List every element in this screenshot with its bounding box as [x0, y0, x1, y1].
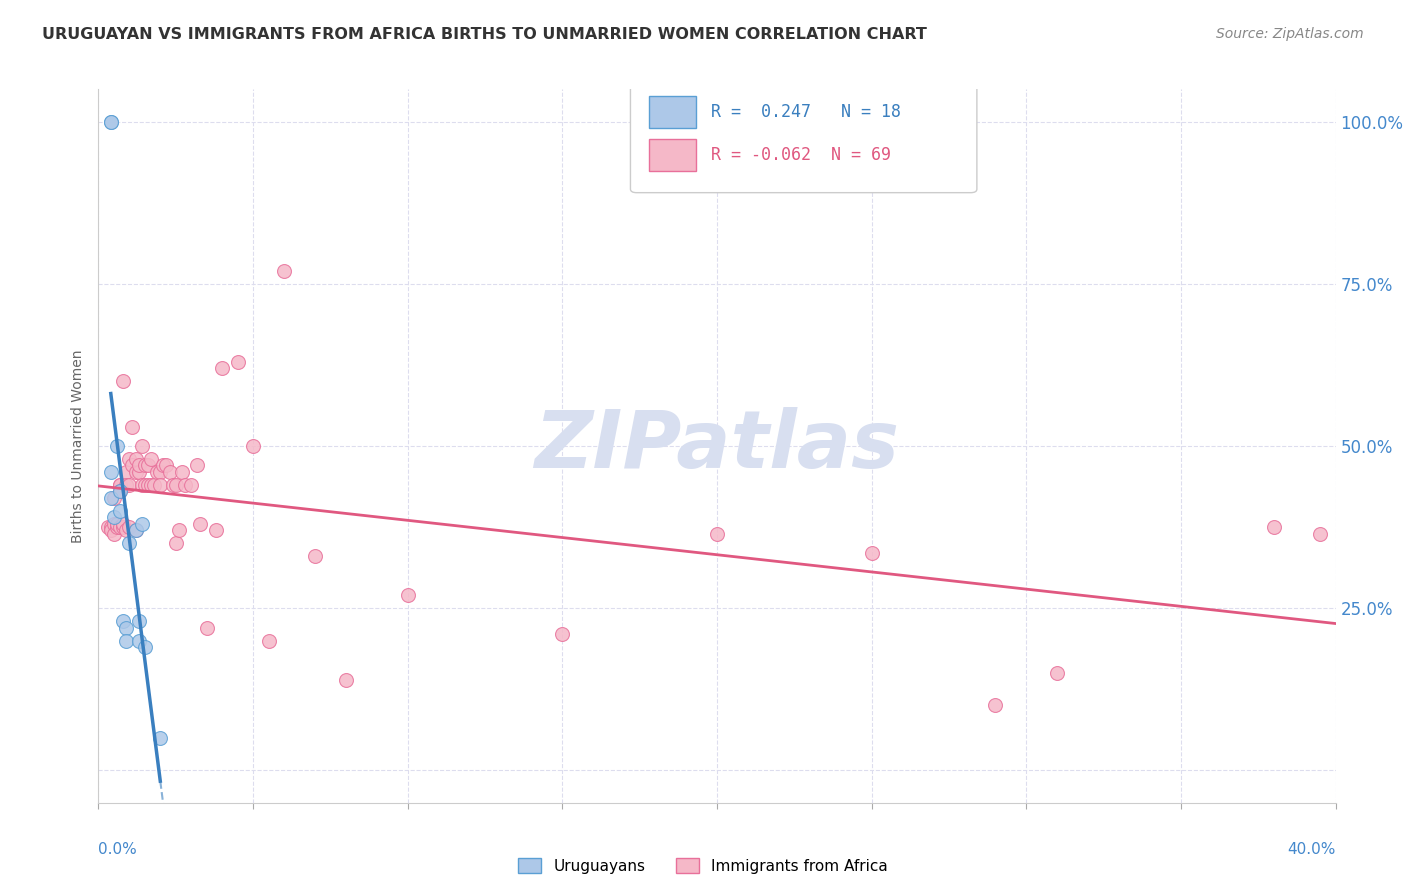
Point — [115, 478, 138, 492]
Point — [115, 465, 138, 479]
Point — [131, 516, 153, 531]
Point — [551, 627, 574, 641]
Point — [112, 520, 135, 534]
Point — [100, 114, 122, 128]
Point — [149, 478, 172, 492]
Point — [124, 524, 146, 538]
Text: 40.0%: 40.0% — [1288, 842, 1336, 857]
Point — [112, 374, 135, 388]
Point — [155, 458, 177, 473]
Point — [211, 361, 233, 376]
Point — [257, 633, 280, 648]
Point — [128, 458, 150, 473]
Point — [105, 516, 128, 531]
Point — [335, 673, 357, 687]
Bar — [650, 96, 696, 128]
Point — [149, 731, 172, 745]
Point — [118, 520, 141, 534]
Point — [1309, 526, 1331, 541]
Legend: Uruguayans, Immigrants from Africa: Uruguayans, Immigrants from Africa — [512, 852, 894, 880]
Point — [190, 516, 212, 531]
Point — [112, 516, 135, 531]
Point — [139, 478, 162, 492]
Point — [159, 465, 181, 479]
Point — [131, 439, 153, 453]
Text: Source: ZipAtlas.com: Source: ZipAtlas.com — [1216, 27, 1364, 41]
Point — [115, 621, 138, 635]
Point — [186, 458, 208, 473]
Point — [115, 633, 138, 648]
Point — [108, 484, 131, 499]
Point — [100, 491, 122, 505]
Point — [134, 640, 156, 654]
Point — [128, 614, 150, 628]
Text: ZIPatlas: ZIPatlas — [534, 407, 900, 485]
Point — [706, 526, 728, 541]
Point — [165, 536, 187, 550]
Point — [105, 439, 128, 453]
Point — [100, 524, 122, 538]
FancyBboxPatch shape — [630, 82, 977, 193]
Point — [273, 264, 295, 278]
Point — [195, 621, 218, 635]
Point — [124, 452, 146, 467]
Point — [143, 478, 166, 492]
Point — [162, 478, 184, 492]
Point — [103, 526, 125, 541]
Point — [134, 478, 156, 492]
Point — [128, 465, 150, 479]
Point — [100, 465, 122, 479]
Text: 0.0%: 0.0% — [98, 842, 138, 857]
Point — [167, 524, 190, 538]
Point — [146, 465, 169, 479]
Point — [170, 465, 193, 479]
Point — [115, 524, 138, 538]
Point — [118, 536, 141, 550]
Point — [242, 439, 264, 453]
Point — [103, 510, 125, 524]
Point — [226, 354, 249, 368]
Point — [103, 491, 125, 505]
Point — [108, 520, 131, 534]
Point — [139, 452, 162, 467]
Point — [100, 520, 122, 534]
Point — [180, 478, 202, 492]
Text: URUGUAYAN VS IMMIGRANTS FROM AFRICA BIRTHS TO UNMARRIED WOMEN CORRELATION CHART: URUGUAYAN VS IMMIGRANTS FROM AFRICA BIRT… — [42, 27, 927, 42]
Point — [174, 478, 197, 492]
Point — [100, 114, 122, 128]
Text: R = -0.062  N = 69: R = -0.062 N = 69 — [711, 146, 891, 164]
Point — [136, 478, 159, 492]
Point — [105, 520, 128, 534]
Point — [396, 588, 419, 602]
Point — [121, 419, 143, 434]
Point — [984, 698, 1007, 713]
Point — [149, 465, 172, 479]
Point — [134, 458, 156, 473]
Y-axis label: Births to Unmarried Women: Births to Unmarried Women — [72, 350, 86, 542]
Point — [97, 520, 120, 534]
Point — [108, 504, 131, 518]
Point — [152, 458, 174, 473]
Point — [118, 478, 141, 492]
Point — [1046, 666, 1069, 681]
Point — [1263, 520, 1285, 534]
Point — [131, 478, 153, 492]
Point — [112, 614, 135, 628]
Bar — [650, 139, 696, 171]
Point — [121, 458, 143, 473]
Point — [103, 516, 125, 531]
Point — [205, 524, 228, 538]
Point — [118, 452, 141, 467]
Point — [108, 478, 131, 492]
Point — [304, 549, 326, 564]
Point — [165, 478, 187, 492]
Point — [108, 478, 131, 492]
Point — [124, 524, 146, 538]
Point — [108, 484, 131, 499]
Text: R =  0.247   N = 18: R = 0.247 N = 18 — [711, 103, 901, 121]
Point — [136, 458, 159, 473]
Point — [124, 465, 146, 479]
Point — [128, 633, 150, 648]
Point — [860, 546, 883, 560]
